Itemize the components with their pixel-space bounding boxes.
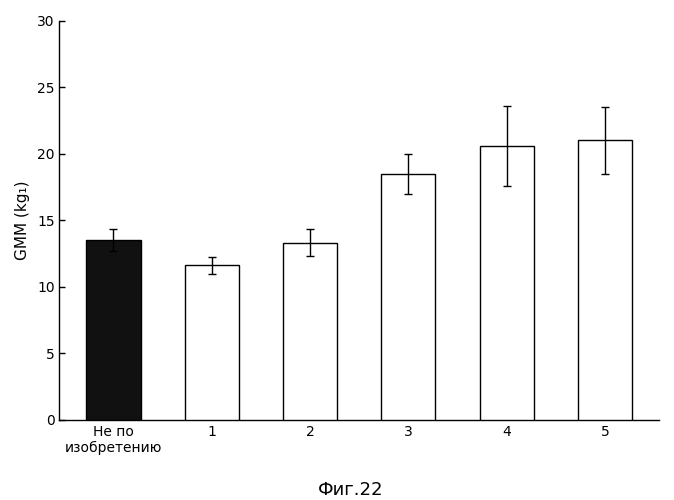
Bar	[283, 243, 337, 420]
Bar	[185, 266, 239, 420]
Y-axis label: GMM (kg₁): GMM (kg₁)	[15, 180, 30, 260]
Bar	[578, 140, 632, 420]
Bar	[381, 174, 435, 420]
Bar	[480, 146, 534, 420]
Text: Фиг.22: Фиг.22	[317, 481, 384, 499]
Bar	[86, 240, 140, 420]
